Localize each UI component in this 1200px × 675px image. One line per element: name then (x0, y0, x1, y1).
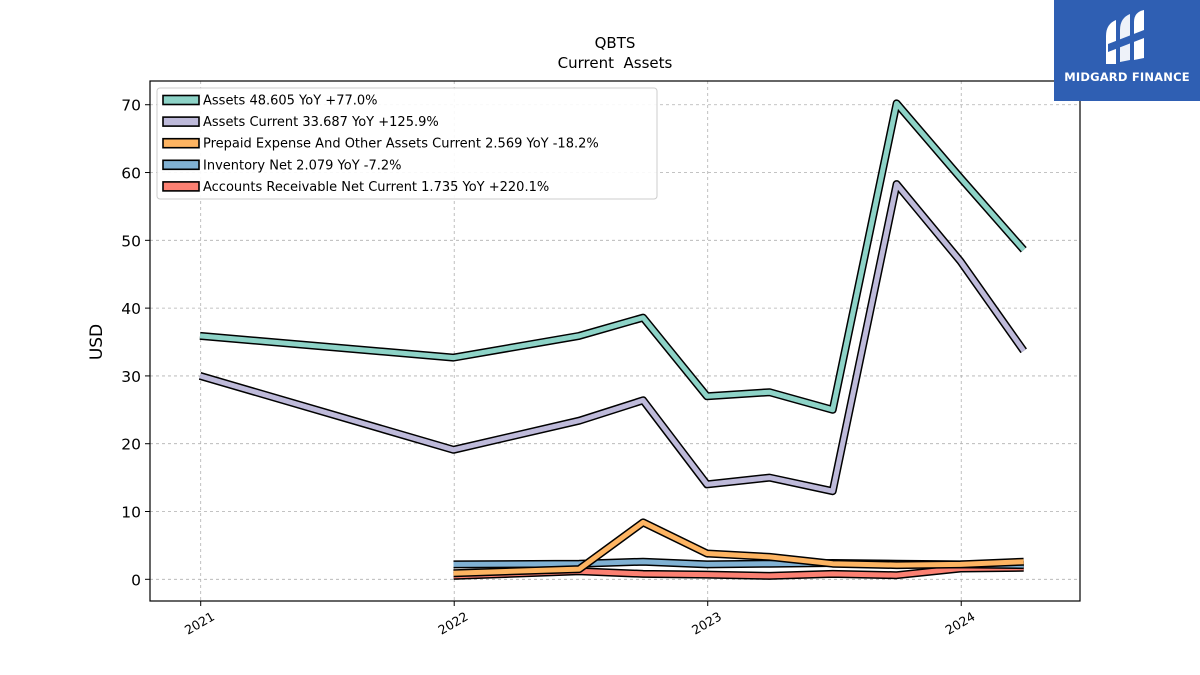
series-line (199, 100, 1026, 413)
x-tick-label: 2022 (435, 609, 470, 638)
legend-swatch (162, 137, 200, 149)
legend-label: Assets Current 33.687 YoY +125.9% (203, 115, 439, 130)
legend-label: Assets 48.605 YoY +77.0% (203, 94, 378, 109)
series-line-outline (198, 180, 1027, 496)
y-axis-label: USD (87, 324, 107, 360)
brand-logo: MIDGARD FINANCE (1054, 0, 1200, 101)
y-tick-label: 10 (121, 504, 141, 522)
legend-swatch (162, 181, 200, 192)
chart-title: QBTS (595, 34, 636, 52)
y-tick-label: 70 (121, 97, 141, 115)
y-tick-label: 0 (131, 571, 141, 589)
y-tick-label: 50 (121, 232, 141, 250)
x-tick-label: 2021 (182, 609, 217, 638)
legend-swatch (162, 94, 200, 106)
legend-label: Accounts Receivable Net Current 1.735 Yo… (203, 180, 549, 195)
logo-mark-icon (1106, 10, 1144, 64)
legend-swatch (162, 116, 200, 127)
x-tick-label: 2023 (689, 609, 724, 638)
series-line (453, 519, 1024, 576)
y-tick-label: 30 (121, 368, 141, 386)
y-tick-label: 40 (121, 300, 141, 318)
series-line (453, 565, 1024, 579)
series-line (199, 181, 1026, 494)
legend-label: Inventory Net 2.079 YoY -7.2% (203, 158, 402, 173)
y-tick-label: 20 (121, 436, 141, 454)
legend-box (156, 87, 658, 200)
legend: Assets 48.605 YoY +77.0% Assets Current 3… (156, 87, 658, 200)
y-tick-label: 60 (121, 165, 141, 183)
logo-text: MIDGARD FINANCE (1064, 70, 1190, 84)
chart-subtitle: Current Assets (558, 54, 673, 72)
x-tick-label: 2024 (942, 609, 977, 638)
legend-swatch (162, 159, 200, 171)
legend-label: Prepaid Expense And Other Assets Current… (203, 137, 599, 152)
plot-frame (149, 80, 1081, 602)
